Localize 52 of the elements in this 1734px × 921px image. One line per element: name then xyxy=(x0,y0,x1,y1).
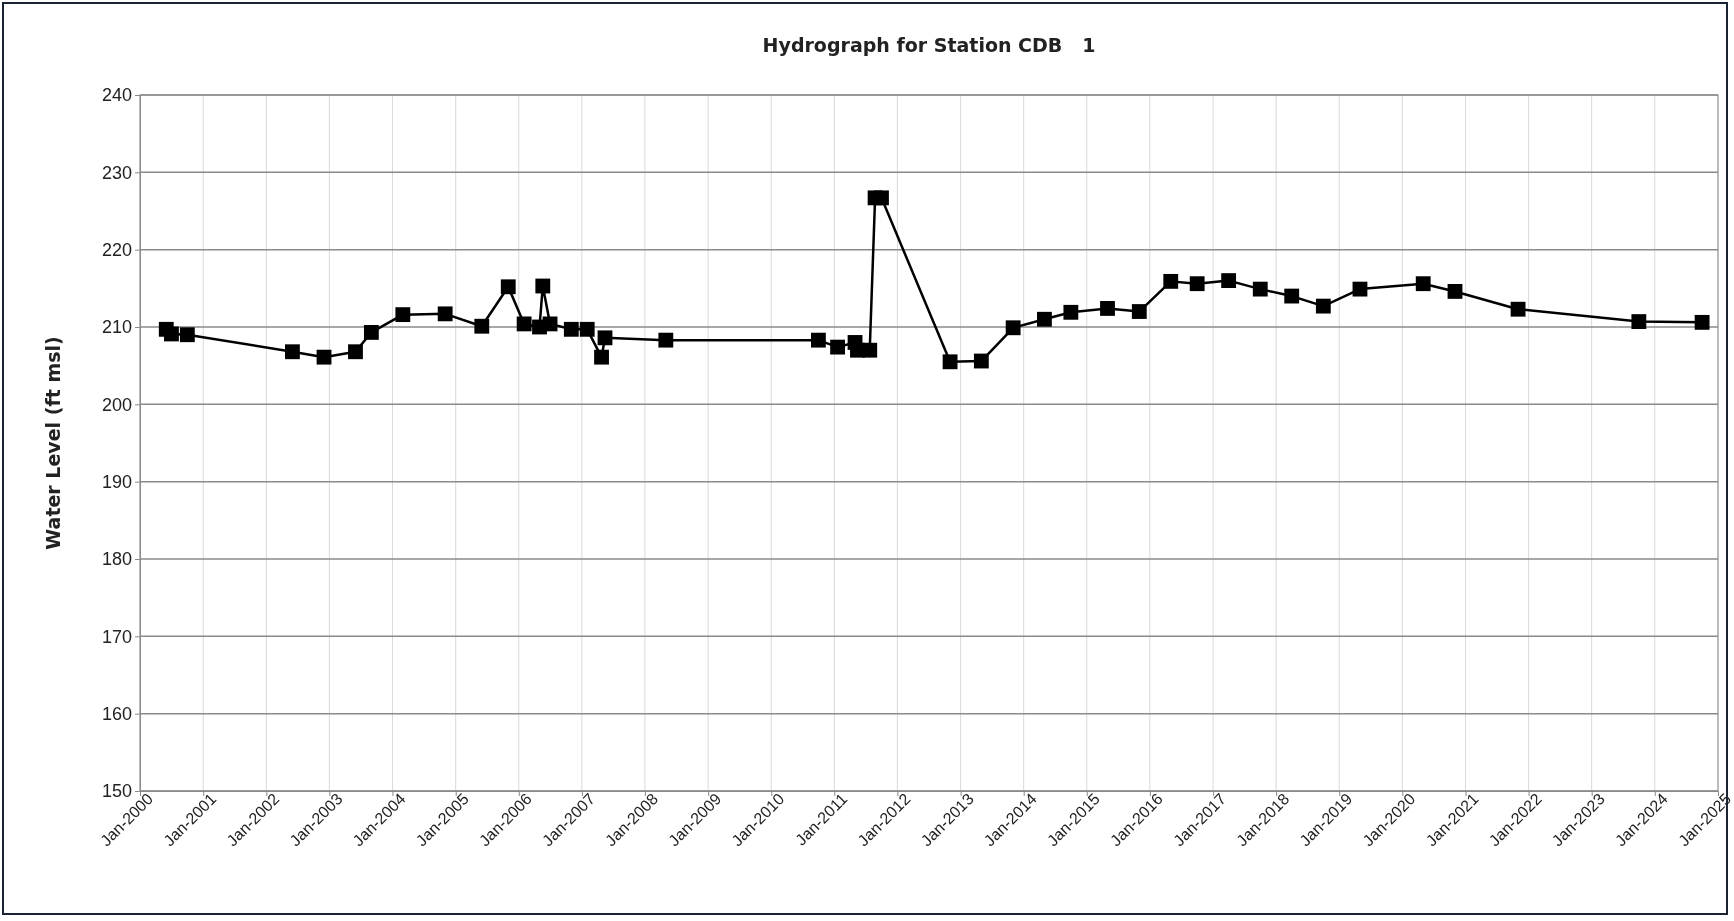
y-tick-label: 200 xyxy=(101,394,132,415)
point xyxy=(1063,304,1079,320)
point xyxy=(1189,276,1205,292)
point xyxy=(500,279,516,295)
point xyxy=(1284,288,1300,304)
point xyxy=(862,342,878,358)
point xyxy=(1037,311,1052,327)
y-tick-label: 220 xyxy=(101,239,132,260)
point xyxy=(1352,281,1368,297)
y-tick-label: 160 xyxy=(101,703,132,724)
point xyxy=(594,349,609,365)
point xyxy=(437,306,453,322)
point xyxy=(1631,314,1647,329)
chart-title: Hydrograph for Station CDB 1 xyxy=(762,34,1096,56)
point xyxy=(535,278,551,294)
point xyxy=(363,325,379,340)
point xyxy=(1005,320,1021,336)
point xyxy=(179,327,195,343)
y-tick-label: 190 xyxy=(101,471,132,492)
point xyxy=(658,332,674,348)
point xyxy=(316,349,332,365)
point xyxy=(810,332,826,348)
point xyxy=(1510,301,1526,317)
point xyxy=(542,316,558,332)
point xyxy=(1163,273,1179,289)
y-tick-label: 210 xyxy=(101,317,132,338)
point xyxy=(579,321,595,337)
point xyxy=(164,326,179,342)
point xyxy=(942,354,958,370)
point xyxy=(1415,276,1431,292)
point xyxy=(1315,298,1331,314)
y-tick-label: 170 xyxy=(101,626,132,647)
point xyxy=(1694,314,1710,330)
point xyxy=(1131,304,1147,319)
point xyxy=(1221,273,1237,289)
point xyxy=(348,344,363,360)
point xyxy=(284,344,300,360)
y-axis-title: Water Level (ft msl) xyxy=(42,336,64,550)
point xyxy=(395,307,411,323)
point xyxy=(1252,281,1268,297)
y-tick-label: 180 xyxy=(101,549,132,570)
point xyxy=(474,318,490,334)
point xyxy=(597,330,613,346)
point xyxy=(973,353,989,369)
point xyxy=(516,316,532,332)
point xyxy=(1100,301,1115,316)
y-tick-label: 240 xyxy=(101,85,132,106)
point xyxy=(874,190,889,206)
point xyxy=(830,339,846,355)
y-tick-label: 230 xyxy=(101,162,132,183)
point xyxy=(563,321,579,337)
point xyxy=(1447,284,1463,299)
